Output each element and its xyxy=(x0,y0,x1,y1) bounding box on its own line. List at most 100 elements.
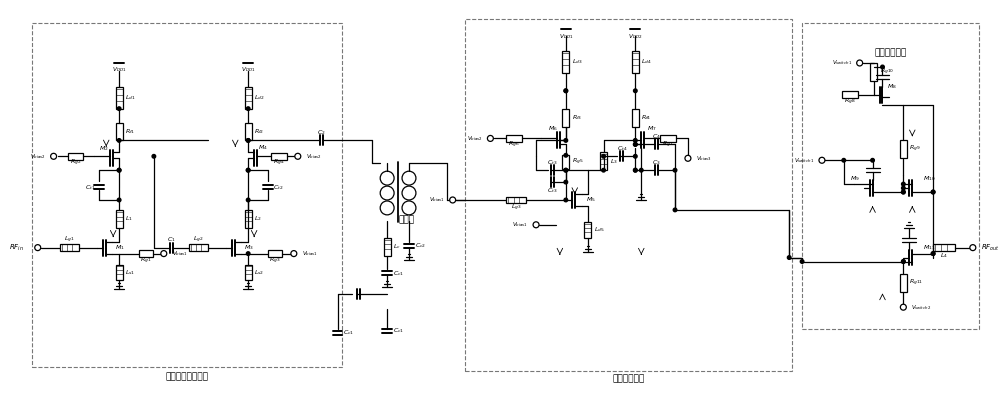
Text: $V_{bias2}$: $V_{bias2}$ xyxy=(30,152,46,161)
Circle shape xyxy=(246,107,250,110)
Circle shape xyxy=(564,198,568,202)
Bar xyxy=(900,140,907,158)
Text: $L_1$: $L_1$ xyxy=(125,214,133,223)
Text: $C_{t3}$: $C_{t3}$ xyxy=(547,158,558,167)
Text: $R_{g5}$: $R_{g5}$ xyxy=(572,157,583,167)
Text: $R_{f4}$: $R_{f4}$ xyxy=(641,113,652,122)
Circle shape xyxy=(246,139,250,142)
Circle shape xyxy=(881,65,884,69)
Bar xyxy=(139,250,153,257)
Bar xyxy=(562,109,569,126)
Text: $L_{d5}$: $L_{d5}$ xyxy=(594,225,604,234)
Text: $R_{g1}$: $R_{g1}$ xyxy=(140,255,152,266)
Text: $V_{bias2}$: $V_{bias2}$ xyxy=(306,152,321,161)
Text: $R_{g8}$: $R_{g8}$ xyxy=(844,97,856,107)
Text: $L_{d1}$: $L_{d1}$ xyxy=(125,93,136,102)
Bar xyxy=(116,87,123,109)
Circle shape xyxy=(871,158,874,162)
Bar xyxy=(268,250,282,257)
Circle shape xyxy=(161,251,167,256)
Circle shape xyxy=(634,89,637,93)
Bar xyxy=(632,51,639,73)
Text: $V_{DD2}$: $V_{DD2}$ xyxy=(628,32,643,41)
Circle shape xyxy=(931,190,935,194)
Text: $R_{g3}$: $R_{g3}$ xyxy=(269,255,281,266)
Text: $V_{bias3}$: $V_{bias3}$ xyxy=(696,154,712,163)
Bar xyxy=(660,135,676,142)
Text: $V_{bias2}$: $V_{bias2}$ xyxy=(467,134,482,143)
Text: $V_{switch1}$: $V_{switch1}$ xyxy=(794,156,814,165)
Text: $R_{g6}$: $R_{g6}$ xyxy=(508,140,520,151)
Circle shape xyxy=(380,201,394,215)
Bar xyxy=(271,153,287,160)
Circle shape xyxy=(602,154,605,158)
Text: $L_c$: $L_c$ xyxy=(393,242,401,251)
Circle shape xyxy=(800,260,804,263)
Circle shape xyxy=(380,186,394,200)
Circle shape xyxy=(902,190,905,194)
Text: $M_7$: $M_7$ xyxy=(647,124,657,133)
Bar xyxy=(68,153,83,160)
Bar xyxy=(116,123,123,140)
Text: $L_{d3}$: $L_{d3}$ xyxy=(572,58,582,67)
Circle shape xyxy=(564,139,568,142)
Bar xyxy=(562,51,569,73)
Text: 单刀双掷开关: 单刀双掷开关 xyxy=(874,48,907,58)
Circle shape xyxy=(902,260,905,263)
Circle shape xyxy=(35,245,41,251)
Text: $R_{g7}$: $R_{g7}$ xyxy=(662,140,674,151)
Bar xyxy=(245,123,252,140)
Bar xyxy=(506,197,526,203)
Circle shape xyxy=(246,198,250,202)
Text: $R_{g9}$: $R_{g9}$ xyxy=(909,144,921,154)
Text: $M_{10}$: $M_{10}$ xyxy=(923,174,936,182)
Text: $R_{g10}$: $R_{g10}$ xyxy=(880,67,894,77)
Circle shape xyxy=(402,201,416,215)
Text: $C_1$: $C_1$ xyxy=(167,235,176,244)
Circle shape xyxy=(639,168,643,172)
Text: 耦合线: 耦合线 xyxy=(399,216,415,224)
Bar xyxy=(933,244,955,251)
Circle shape xyxy=(634,143,637,146)
Circle shape xyxy=(902,190,905,194)
Circle shape xyxy=(117,107,121,110)
Text: $C_{t2}$: $C_{t2}$ xyxy=(273,183,283,191)
Text: $L_2$: $L_2$ xyxy=(254,214,262,223)
Text: $C_{c1}$: $C_{c1}$ xyxy=(393,269,404,278)
Bar xyxy=(32,23,342,367)
Text: $M_6$: $M_6$ xyxy=(548,124,558,133)
Text: $V_{bias1}$: $V_{bias1}$ xyxy=(512,220,528,229)
Circle shape xyxy=(246,168,250,172)
Text: $V_{DD1}$: $V_{DD1}$ xyxy=(112,65,126,74)
Text: $R_{f1}$: $R_{f1}$ xyxy=(125,127,135,136)
Bar xyxy=(842,91,858,98)
Text: $V_{switch1}$: $V_{switch1}$ xyxy=(832,59,852,67)
Circle shape xyxy=(819,157,825,163)
Circle shape xyxy=(533,222,539,228)
Bar xyxy=(189,244,208,251)
Text: $V_{bias1}$: $V_{bias1}$ xyxy=(302,249,318,258)
Bar xyxy=(384,238,391,256)
Text: $C_{t4}$: $C_{t4}$ xyxy=(617,144,627,153)
Circle shape xyxy=(857,60,863,66)
Bar xyxy=(632,109,639,126)
Text: $C_3$: $C_3$ xyxy=(652,158,661,167)
Bar xyxy=(245,210,252,228)
Circle shape xyxy=(602,168,605,172)
Circle shape xyxy=(117,168,121,172)
Bar xyxy=(870,63,877,81)
Circle shape xyxy=(450,197,456,203)
Circle shape xyxy=(564,168,568,172)
Circle shape xyxy=(487,136,493,141)
Circle shape xyxy=(402,186,416,200)
Circle shape xyxy=(902,260,905,263)
Text: $R_{f3}$: $R_{f3}$ xyxy=(572,113,582,122)
Circle shape xyxy=(152,154,156,158)
Circle shape xyxy=(673,168,677,172)
Bar xyxy=(802,23,979,329)
Text: $V_{bias1}$: $V_{bias1}$ xyxy=(172,249,187,258)
Text: $L_{s2}$: $L_{s2}$ xyxy=(254,268,264,277)
Text: $L_{g2}$: $L_{g2}$ xyxy=(193,234,204,245)
Circle shape xyxy=(634,168,637,172)
Text: $M_8$: $M_8$ xyxy=(887,82,897,91)
